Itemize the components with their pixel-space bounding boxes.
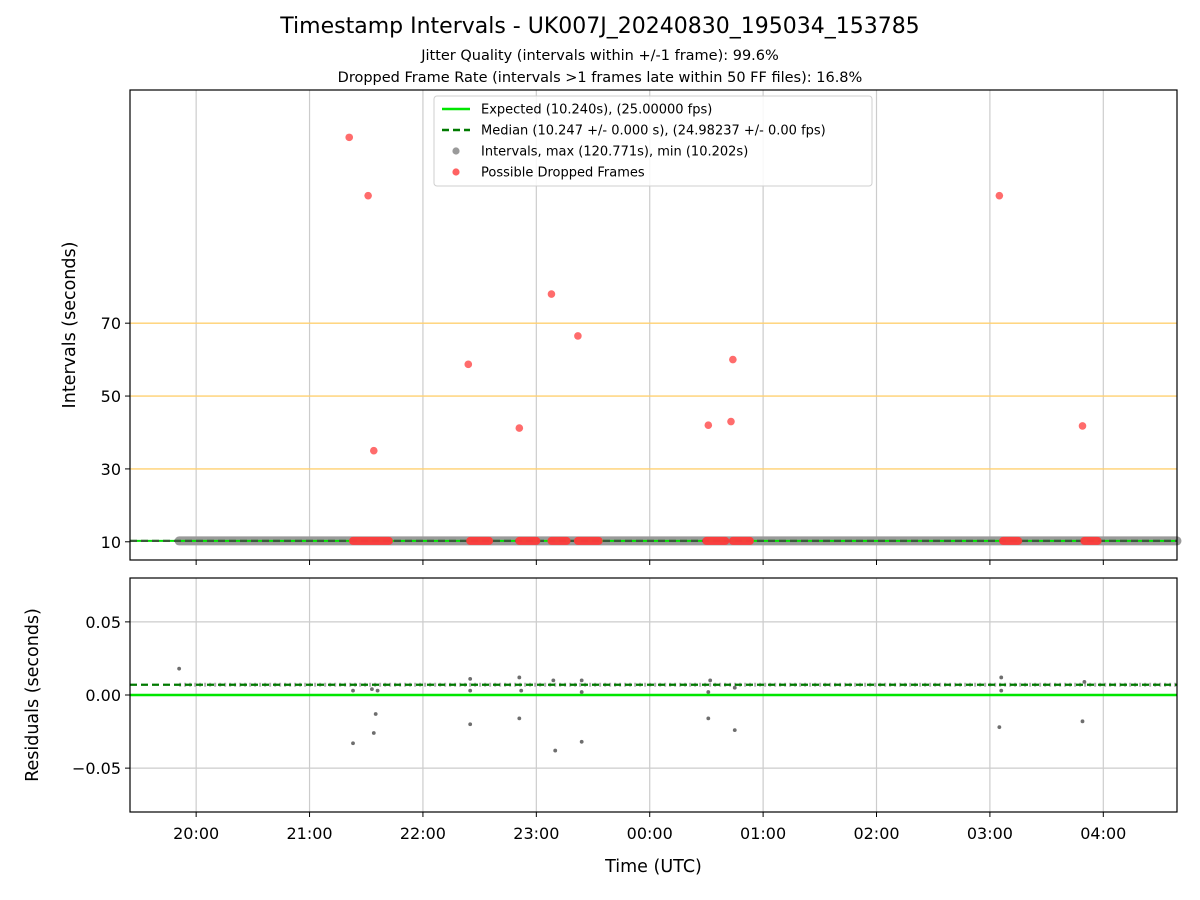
residual-point <box>551 678 556 683</box>
x-tick-label: 22:00 <box>400 824 446 843</box>
chart-title: Timestamp Intervals - UK007J_20240830_19… <box>280 14 920 39</box>
residual-point <box>732 728 737 732</box>
y-tick-label: 0.00 <box>85 686 121 705</box>
legend-swatch-dropped <box>452 168 460 176</box>
residual-point <box>373 712 378 716</box>
x-axis-label: Time (UTC) <box>604 857 702 877</box>
y-tick-label: −0.05 <box>72 759 121 778</box>
legend-entry-expected: Expected (10.240s), (25.00000 fps) <box>481 103 712 118</box>
y-tick-label: 10 <box>101 533 121 552</box>
dropped-frame-point <box>995 191 1004 200</box>
jitter-quality-subtitle: Jitter Quality (intervals within +/-1 fr… <box>421 48 779 64</box>
residual-point <box>1082 679 1087 684</box>
residual-point <box>999 688 1004 693</box>
y-tick-label: 0.05 <box>85 613 121 632</box>
dropped-frame-point <box>369 446 378 455</box>
legend-entry-dropped: Possible Dropped Frames <box>481 166 645 181</box>
residual-point <box>706 690 711 694</box>
residual-point <box>468 677 473 681</box>
legend-swatch-intervals <box>452 147 460 155</box>
residual-point <box>468 722 473 727</box>
residual-point <box>517 716 522 721</box>
dropped-frame-rate-subtitle: Dropped Frame Rate (intervals >1 frames … <box>337 70 863 86</box>
dropped-frame-point <box>729 355 737 364</box>
dropped-frame-point <box>704 421 713 429</box>
dropped-frame-point <box>547 290 556 298</box>
y-tick-label: 30 <box>101 460 121 479</box>
legend: Expected (10.240s), (25.00000 fps) Media… <box>433 95 873 187</box>
dropped-frame-point <box>574 332 582 340</box>
legend-frame <box>433 95 873 187</box>
residual-point <box>579 678 584 683</box>
dropped-frame-point <box>515 424 524 432</box>
residual-point <box>517 675 522 680</box>
x-tick-label: 03:00 <box>967 824 1013 843</box>
residual-point <box>708 678 713 683</box>
y-tick-label: 70 <box>101 314 121 333</box>
y-tick-label: 50 <box>101 387 121 406</box>
residuals-plot: 0.05 0.00 −0.05 20:00 21:00 22:00 23:00 00:00 01… <box>72 577 1178 843</box>
dropped-frame-point <box>1078 422 1087 430</box>
residual-point <box>997 725 1002 730</box>
residual-point <box>351 741 355 746</box>
dropped-frame-point <box>727 417 735 426</box>
x-tick-label: 02:00 <box>853 824 899 843</box>
x-tick-label: 20:00 <box>173 824 219 843</box>
residual-point <box>706 716 711 721</box>
residual-point <box>370 687 374 692</box>
residual-point <box>375 688 380 693</box>
residual-point <box>1080 719 1085 724</box>
residual-point <box>519 688 524 693</box>
legend-entry-median: Median (10.247 +/- 0.000 s), (24.98237 +… <box>481 124 826 139</box>
x-tick-label: 23:00 <box>513 824 559 843</box>
residual-point <box>177 666 182 671</box>
residual-point <box>468 688 473 693</box>
legend-entry-intervals: Intervals, max (120.771s), min (10.202s) <box>481 145 748 160</box>
residual-point <box>579 690 584 694</box>
dropped-frame-point <box>345 133 354 142</box>
residual-point <box>371 731 376 735</box>
x-tick-label: 21:00 <box>286 824 332 843</box>
residual-point <box>579 739 584 744</box>
x-tick-label: 00:00 <box>627 824 673 843</box>
residual-point <box>351 688 355 693</box>
x-tick-label: 01:00 <box>740 824 786 843</box>
intervals-plot: 10 30 50 70 <box>101 89 1182 565</box>
residual-point <box>999 675 1004 680</box>
residual-point <box>732 685 737 690</box>
residual-point <box>553 748 558 753</box>
dropped-frame-point <box>464 360 473 369</box>
intervals-y-axis-label: Intervals (seconds) <box>60 242 80 409</box>
intervals-axes-frame <box>129 89 1178 561</box>
residuals-y-axis-label: Residuals (seconds) <box>23 608 43 782</box>
dropped-frame-point <box>364 191 372 200</box>
x-tick-label: 04:00 <box>1080 824 1126 843</box>
